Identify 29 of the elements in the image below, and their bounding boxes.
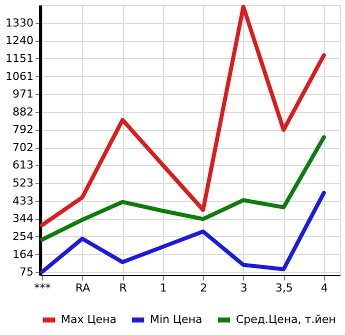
y-tick-label: 702 [12, 141, 34, 154]
y-tick-label: 344 [12, 212, 34, 226]
y-tick-label: 75 [20, 266, 34, 279]
y-tick-label: 1151 [6, 52, 34, 65]
y-tick-label: 433 [12, 194, 34, 208]
legend-label: Сред.Цена, т.йен [236, 313, 336, 326]
y-tick-label: 613 [12, 158, 34, 172]
x-tick-label: RA [75, 282, 91, 294]
y-tick-label: 1061 [6, 70, 34, 83]
y-tick-label: 882 [12, 105, 34, 118]
x-tick-label: 2 [200, 282, 208, 294]
line-series [40, 190, 326, 274]
line-series [40, 135, 326, 242]
x-tick-label: 3,5 [275, 282, 293, 294]
x-tick-label: R [119, 282, 128, 294]
x-tick-label: 1 [160, 282, 167, 294]
y-tick-label: 254 [12, 230, 34, 243]
y-tick-label: 164 [12, 248, 34, 261]
legend-label: Max Цена [61, 313, 116, 326]
y-tick-label: 1240 [6, 34, 34, 48]
y-tick-label: 971 [12, 88, 34, 101]
legend-label: Min Цена [150, 313, 202, 326]
y-tick-label: 1330 [6, 16, 34, 30]
x-tick-label: 4 [320, 282, 328, 294]
y-tick-label: 523 [12, 176, 34, 190]
y-tick-label: 792 [12, 123, 34, 136]
line-series [40, 4, 326, 228]
x-tick-label: 3 [240, 282, 248, 294]
x-tick-label: *** [34, 282, 52, 294]
